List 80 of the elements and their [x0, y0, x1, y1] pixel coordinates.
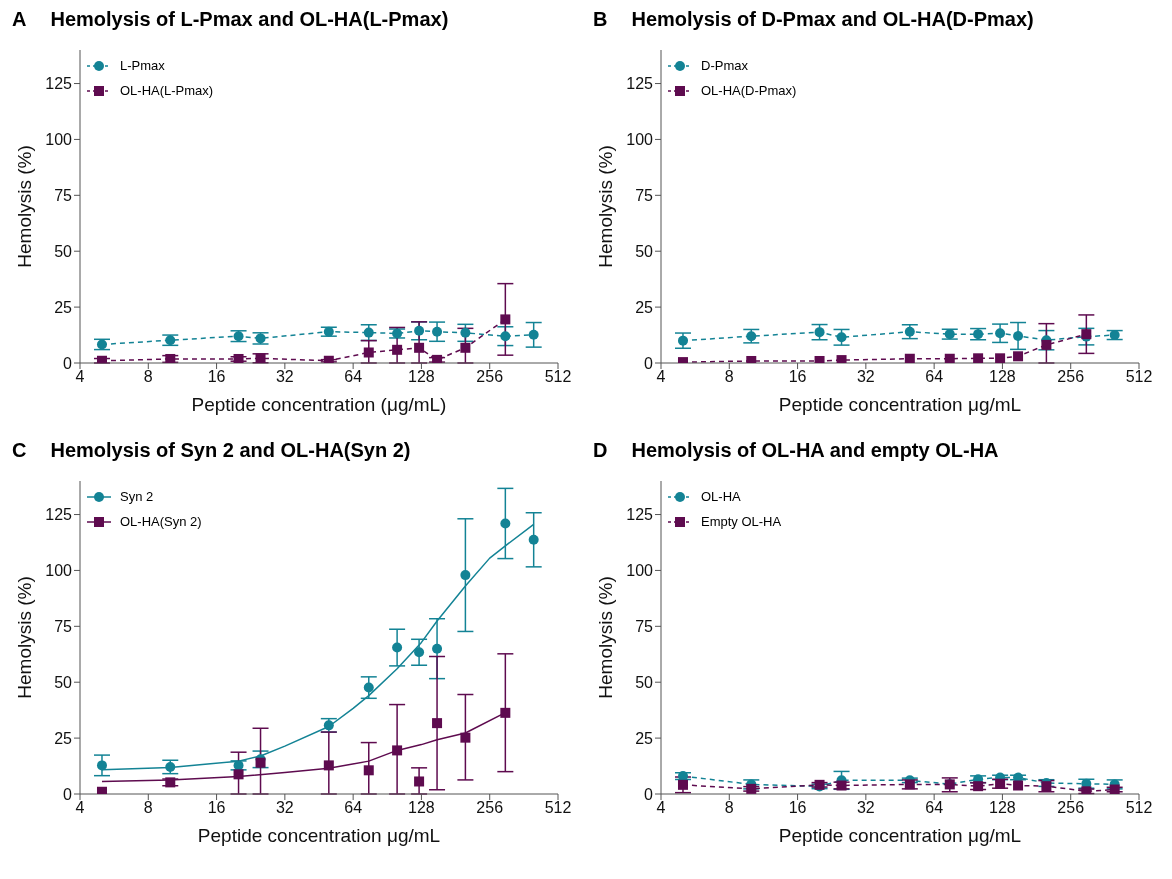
x-axis-title: Peptide concentration μg/mL: [778, 394, 1022, 415]
x-tick-label: 128: [989, 368, 1016, 386]
x-axis-title: Peptide concentration μg/mL: [778, 825, 1022, 846]
y-axis-title: Hemolysis (%): [594, 576, 616, 699]
chart-title: Hemolysis of D-Pmax and OL-HA(D-Pmax): [631, 8, 1034, 30]
y-tick-label: 100: [45, 131, 73, 149]
y-tick-label: 75: [54, 618, 73, 635]
y-tick-label: 100: [45, 562, 73, 580]
y-axis-title: Hemolysis (%): [13, 576, 35, 699]
x-tick-label: 512: [1125, 799, 1153, 817]
x-tick-label: 64: [925, 368, 944, 386]
x-tick-label: 256: [476, 799, 504, 817]
y-tick-label: 0: [644, 354, 654, 372]
legend-label: D-Pmax: [701, 58, 748, 73]
y-tick-label: 100: [626, 562, 654, 580]
x-tick-label: 32: [856, 368, 875, 386]
y-axis-title: Hemolysis (%): [13, 145, 35, 268]
x-tick-label: 8: [724, 799, 734, 817]
x-tick-label: 512: [1125, 368, 1153, 386]
x-tick-label: 8: [143, 799, 153, 817]
y-tick-label: 25: [54, 298, 73, 316]
text: D: [593, 439, 608, 461]
x-tick-label: 128: [408, 368, 435, 386]
y-tick-label: 25: [54, 729, 73, 747]
x-axis-title: Peptide concentration μg/mL: [197, 825, 441, 846]
y-tick-label: 50: [54, 673, 73, 691]
y-tick-label: 125: [626, 506, 654, 524]
x-tick-label: 8: [724, 368, 734, 386]
x-tick-label: 32: [275, 799, 294, 817]
x-tick-label: 128: [408, 799, 435, 817]
x-tick-label: 4: [656, 368, 666, 386]
x-tick-label: 8: [143, 368, 153, 386]
chart-title: Hemolysis of Syn 2 and OL-HA(Syn 2): [50, 439, 411, 461]
y-tick-label: 25: [635, 729, 654, 747]
chart-title: Hemolysis of OL-HA and empty OL-HA: [631, 439, 999, 461]
y-tick-label: 0: [63, 354, 73, 372]
y-tick-label: 50: [54, 242, 73, 260]
x-tick-label: 128: [989, 799, 1016, 817]
chart-title: Hemolysis of L-Pmax and OL-HA(L-Pmax): [50, 8, 449, 30]
x-tick-label: 4: [656, 799, 666, 817]
y-tick-label: 75: [54, 187, 73, 204]
y-tick-label: 125: [45, 506, 73, 524]
x-tick-label: 64: [925, 799, 944, 817]
y-tick-label: 75: [635, 618, 654, 635]
x-tick-label: 256: [476, 368, 504, 386]
x-tick-label: 256: [1057, 799, 1085, 817]
y-tick-label: 125: [45, 75, 73, 93]
y-tick-label: 0: [63, 785, 73, 803]
x-tick-label: 4: [75, 368, 85, 386]
x-tick-label: 64: [344, 799, 363, 817]
x-tick-label: 16: [207, 799, 226, 817]
legend-label: OL-HA: [701, 489, 741, 504]
legend-label: OL-HA(Syn 2): [120, 514, 202, 529]
legend-label: Empty OL-HA: [701, 514, 782, 529]
legend-label: Syn 2: [120, 489, 154, 504]
x-tick-label: 512: [544, 368, 572, 386]
x-tick-label: 64: [344, 368, 363, 386]
y-axis-title: Hemolysis (%): [594, 145, 616, 268]
legend-label: OL-HA(L-Pmax): [120, 83, 214, 98]
x-axis-title: Peptide concentration (μg/mL): [191, 394, 447, 415]
text: C: [12, 439, 27, 461]
y-tick-label: 75: [635, 187, 654, 204]
y-tick-label: 100: [626, 131, 654, 149]
y-tick-label: 50: [635, 242, 654, 260]
x-tick-label: 16: [788, 799, 807, 817]
text: B: [593, 8, 608, 30]
text: A: [12, 8, 27, 30]
x-tick-label: 4: [75, 799, 85, 817]
x-tick-label: 512: [544, 799, 572, 817]
y-tick-label: 0: [644, 785, 654, 803]
x-tick-label: 32: [856, 799, 875, 817]
legend-label: OL-HA(D-Pmax): [701, 83, 797, 98]
x-tick-label: 256: [1057, 368, 1085, 386]
x-tick-label: 16: [207, 368, 226, 386]
y-tick-label: 50: [635, 673, 654, 691]
y-tick-label: 25: [635, 298, 654, 316]
legend-label: L-Pmax: [120, 58, 165, 73]
y-tick-label: 125: [626, 75, 654, 93]
x-tick-label: 16: [788, 368, 807, 386]
x-tick-label: 32: [275, 368, 294, 386]
